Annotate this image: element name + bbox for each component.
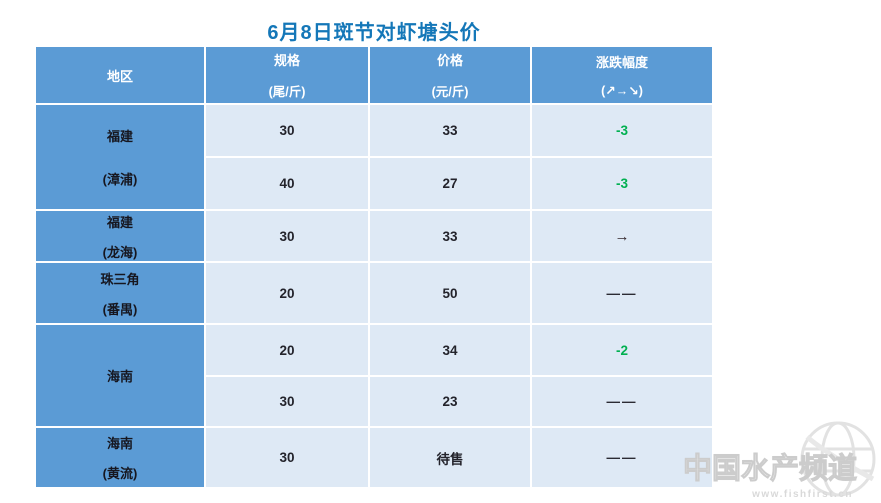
header-price-unit: (元/斤) <box>431 85 469 99</box>
region-cell-zhusanjiao-panyu: 珠三角 (番禺) <box>36 263 204 323</box>
region-subname: (漳浦) <box>102 172 138 187</box>
watermark-url-text: www.fishfirst.cn <box>752 489 853 500</box>
region-name: 海南 <box>106 369 133 384</box>
cell-change: -2 <box>532 325 712 375</box>
region-cell-hainan: 海南 <box>36 325 204 426</box>
cell-change: —— <box>532 377 712 426</box>
price-table: 地区 规格 (尾/斤) 价格 (元/斤) 涨跌幅度 (↗→↘) 福建 (漳浦) … <box>36 47 712 487</box>
region-cell-hainan-huangliu: 海南 (黄流) <box>36 428 204 487</box>
globe-icon <box>800 421 876 497</box>
header-spec-unit: (尾/斤) <box>268 85 306 99</box>
header-region-label: 地区 <box>106 68 133 84</box>
region-subname: (番禺) <box>102 301 138 317</box>
region-name: 福建 <box>106 214 133 230</box>
cell-price: 23 <box>370 377 530 426</box>
cell-price: 33 <box>370 211 530 261</box>
header-change-arrows-icon: (↗→↘) <box>601 84 643 98</box>
cell-spec: 20 <box>206 325 368 375</box>
cell-change-flat-arrow-icon: → <box>532 211 712 261</box>
cell-spec: 30 <box>206 377 368 426</box>
header-change: 涨跌幅度 (↗→↘) <box>532 47 712 103</box>
region-cell-fujian-longhai: 福建 (龙海) <box>36 211 204 261</box>
region-subname: (龙海) <box>102 244 138 260</box>
cell-price: 33 <box>370 105 530 156</box>
region-subname: (黄流) <box>102 466 138 481</box>
cell-change: —— <box>532 428 712 487</box>
cell-change: —— <box>532 263 712 323</box>
header-region: 地区 <box>36 47 204 103</box>
cell-spec: 30 <box>206 428 368 487</box>
header-spec: 规格 (尾/斤) <box>206 47 368 103</box>
header-price-label: 价格 <box>436 53 463 68</box>
cell-spec: 40 <box>206 158 368 209</box>
region-name: 福建 <box>106 129 133 144</box>
cell-spec: 30 <box>206 211 368 261</box>
cell-spec: 20 <box>206 263 368 323</box>
page-title: 6月8日斑节对虾塘头价 <box>267 22 481 44</box>
cell-change: -3 <box>532 105 712 156</box>
cell-price: 27 <box>370 158 530 209</box>
cell-price: 34 <box>370 325 530 375</box>
region-name: 珠三角 <box>100 271 140 287</box>
cell-change: -3 <box>532 158 712 209</box>
cell-price: 待售 <box>370 428 530 487</box>
cell-price: 50 <box>370 263 530 323</box>
header-change-label: 涨跌幅度 <box>595 55 648 70</box>
header-spec-label: 规格 <box>273 53 300 68</box>
header-price: 价格 (元/斤) <box>370 47 530 103</box>
region-name: 海南 <box>106 436 133 451</box>
region-cell-fujian-zhangpu: 福建 (漳浦) <box>36 105 204 209</box>
cell-spec: 30 <box>206 105 368 156</box>
